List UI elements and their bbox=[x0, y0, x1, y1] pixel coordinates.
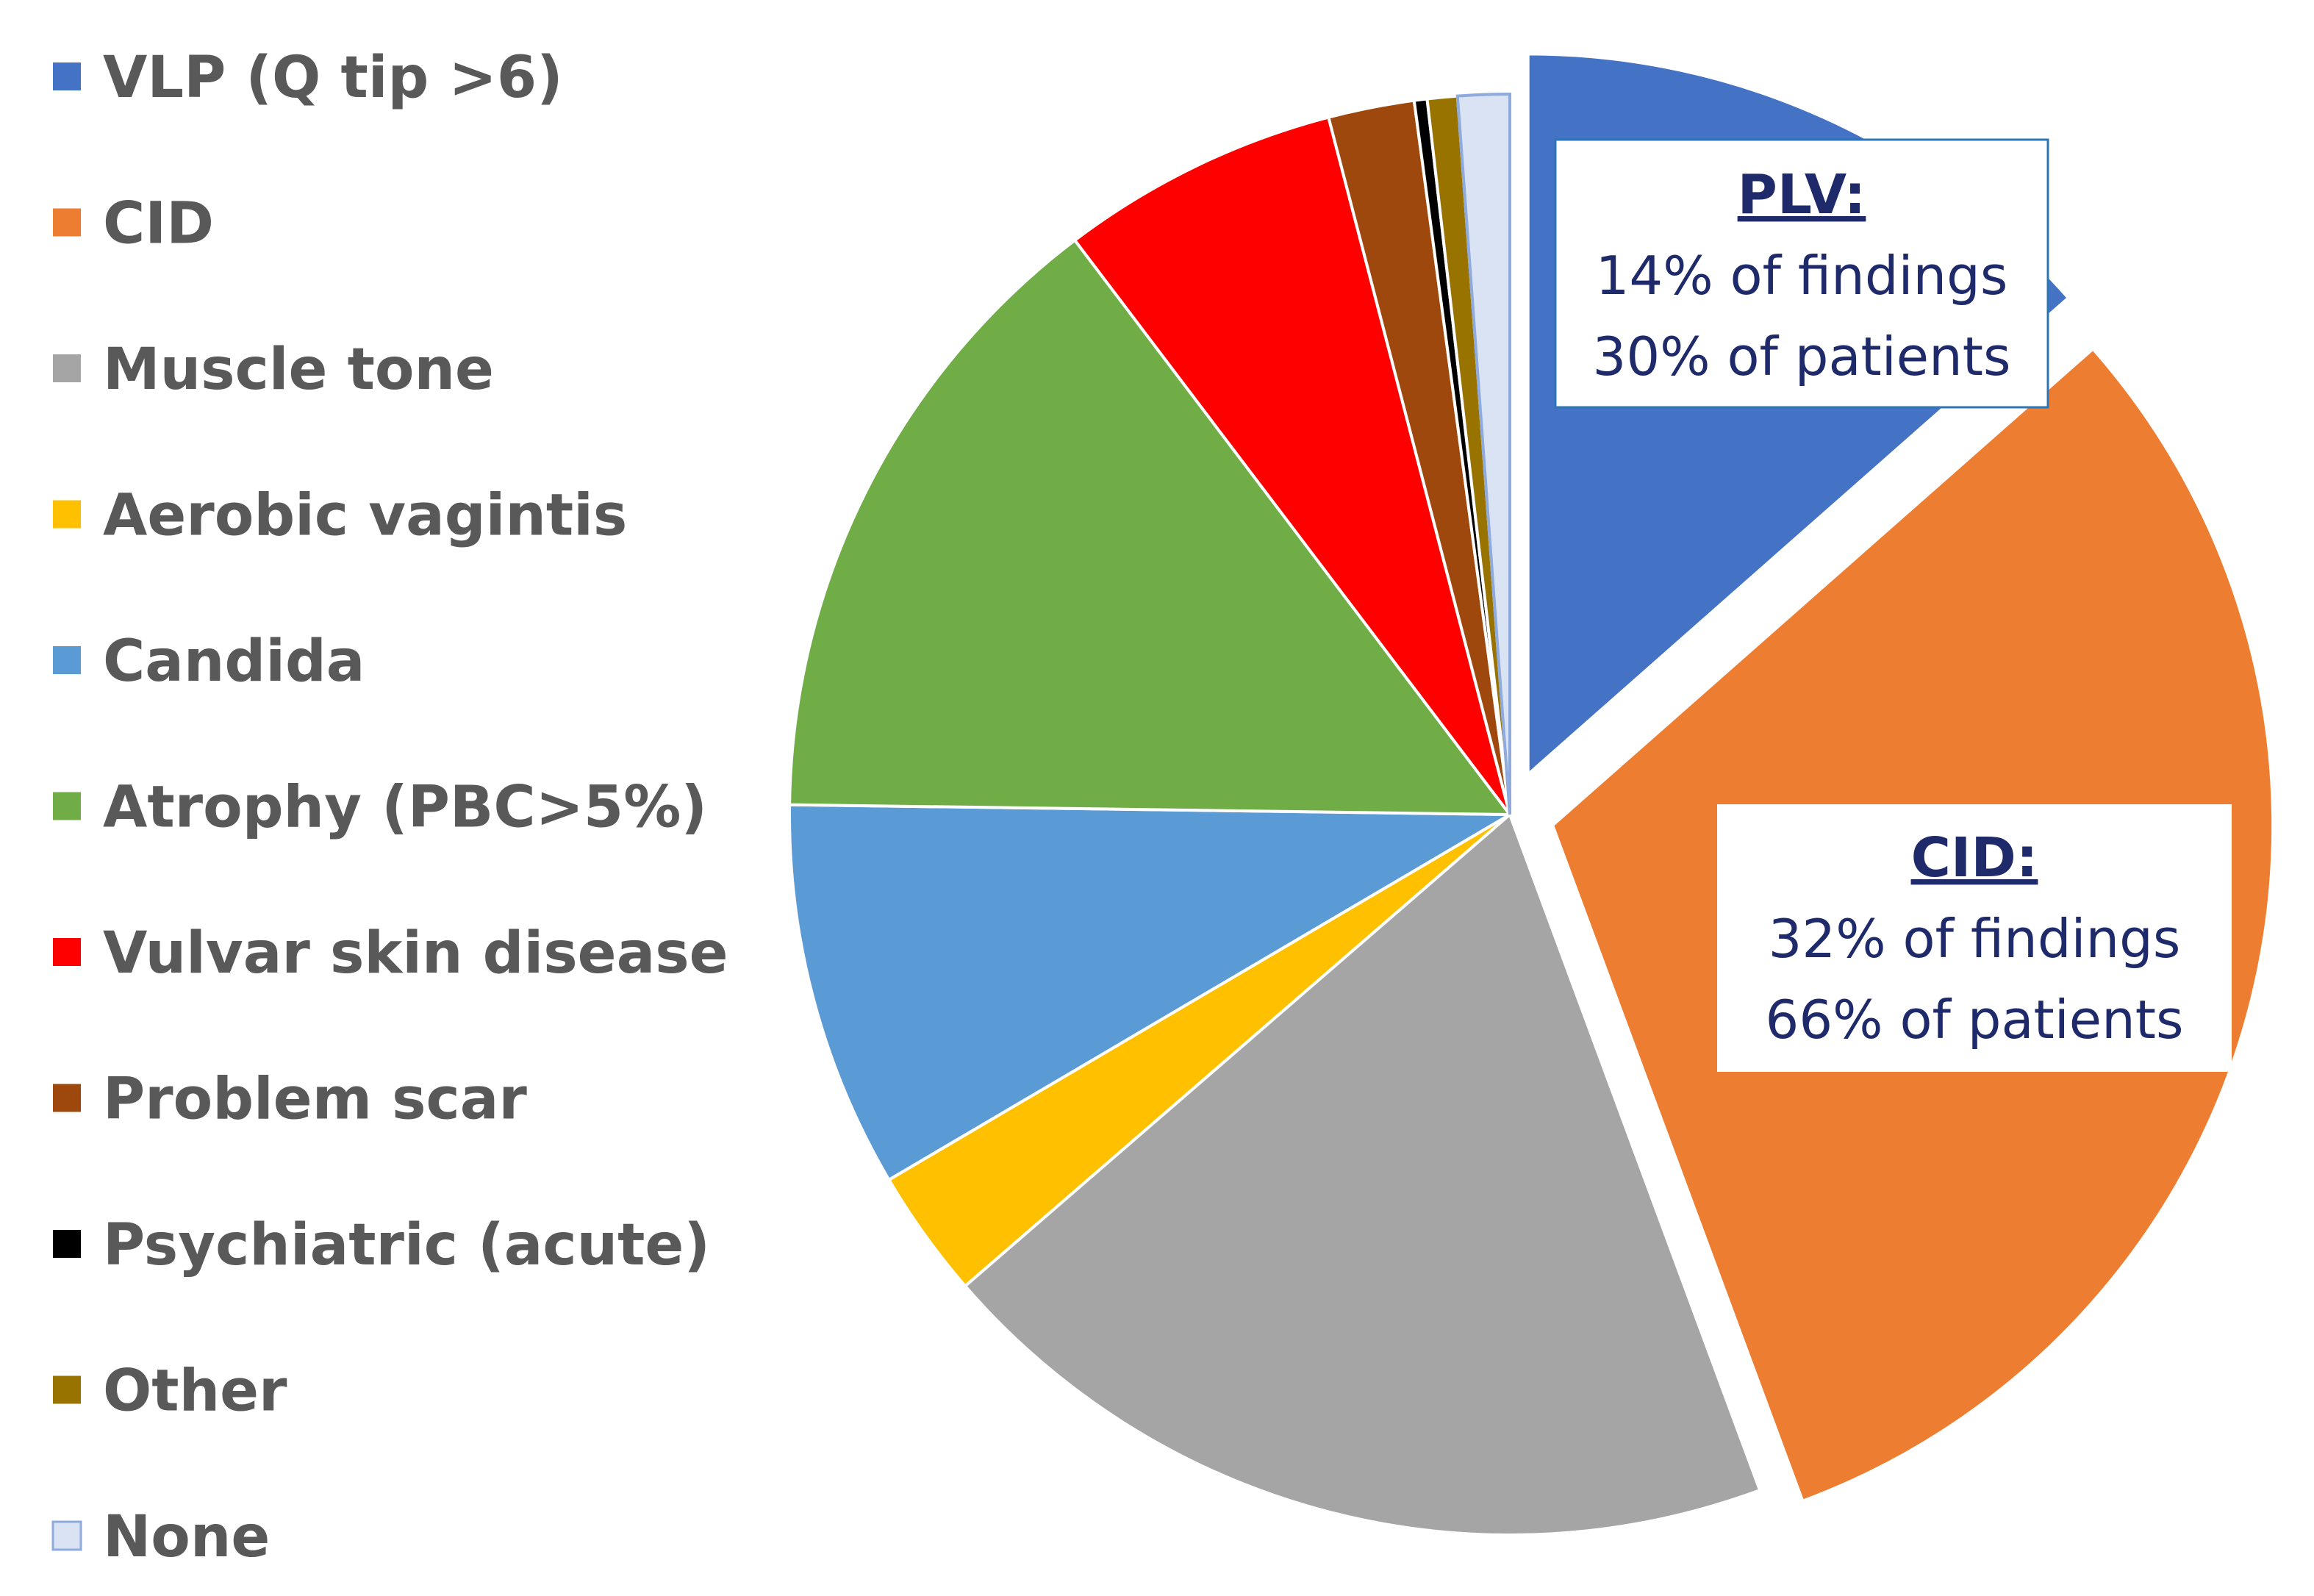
callout-plv-title: PLV: bbox=[1738, 163, 1866, 226]
legend-label-psychiatric-acute: Psychiatric (acute) bbox=[103, 1212, 710, 1278]
callout-plv: PLV: 14% of findings 30% of patients bbox=[1554, 138, 2049, 409]
pie-slice-candida bbox=[788, 803, 1516, 1182]
callout-cid: CID: 32% of findings 66% of patients bbox=[1717, 804, 2232, 1072]
legend-swatch-muscle-tone bbox=[53, 354, 81, 382]
callout-cid-patients: 66% of patients bbox=[1766, 989, 2184, 1051]
callout-cid-title: CID: bbox=[1911, 826, 2038, 890]
callout-plv-patients: 30% of patients bbox=[1593, 326, 2011, 387]
pie-slice-none bbox=[1455, 92, 1511, 815]
legend-label-none: None bbox=[103, 1504, 270, 1570]
callout-cid-findings: 32% of findings bbox=[1769, 908, 2181, 970]
legend-swatch-other bbox=[53, 1375, 81, 1404]
pie-slice-atrophy-pbc-5 bbox=[788, 238, 1514, 817]
legend-swatch-atrophy-pbc-5 bbox=[53, 792, 81, 820]
legend-swatch-problem-scar bbox=[53, 1084, 81, 1112]
legend-label-cid: CID bbox=[103, 191, 214, 257]
legend-swatch-vulvar-skin-disease bbox=[53, 938, 81, 966]
legend-swatch-vlp-q-tip-6 bbox=[53, 62, 81, 90]
legend: VLP (Q tip >6) CID Muscle tone Aerobic vagi… bbox=[51, 45, 728, 1570]
callout-plv-findings: 14% of findings bbox=[1596, 245, 2008, 307]
pie-slice-vulvar-skin-disease bbox=[1072, 115, 1511, 816]
legend-label-vlp-q-tip-6: VLP (Q tip >6) bbox=[103, 45, 563, 111]
legend-label-other: Other bbox=[103, 1359, 287, 1425]
legend-swatch-candida bbox=[53, 646, 81, 674]
legend-label-vulvar-skin-disease: Vulvar skin disease bbox=[103, 920, 728, 987]
legend-swatch-cid bbox=[53, 208, 81, 237]
legend-label-muscle-tone: Muscle tone bbox=[103, 337, 494, 403]
pie-slices bbox=[788, 52, 2275, 1536]
legend-label-candida: Candida bbox=[103, 629, 365, 695]
legend-swatch-none bbox=[51, 1520, 82, 1551]
pie-slice-muscle-tone bbox=[963, 812, 1762, 1536]
legend-label-atrophy-pbc-5: Atrophy (PBC>5%) bbox=[103, 775, 707, 841]
legend-label-aerobic-vagintis: Aerobic vagintis bbox=[103, 483, 627, 549]
legend-swatch-psychiatric-acute bbox=[53, 1230, 81, 1258]
legend-label-problem-scar: Problem scar bbox=[103, 1067, 527, 1133]
legend-swatch-aerobic-vagintis bbox=[53, 500, 81, 529]
